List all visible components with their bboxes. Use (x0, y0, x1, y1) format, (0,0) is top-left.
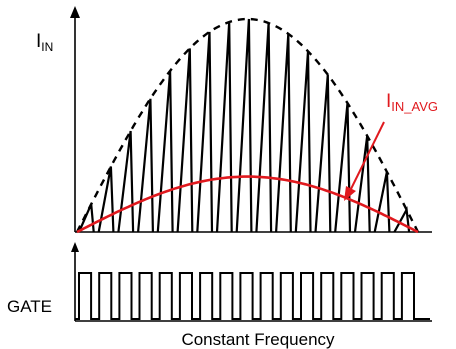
gate-waveform (75, 272, 430, 320)
iin-pulse (393, 206, 411, 233)
iin-avg-arrowhead-icon (344, 186, 356, 201)
gate-label: GATE (7, 297, 52, 316)
iin-pulse (334, 102, 352, 233)
iin-avg-arrow (348, 121, 385, 194)
iin-pulse (235, 18, 253, 233)
iin-envelope (75, 17, 420, 233)
iin-label: IIN (36, 31, 53, 54)
x-axis-label: Constant Frequency (181, 330, 335, 349)
gate-y-axis-arrow-icon (71, 242, 79, 252)
iin-pulse (137, 98, 154, 233)
iin-pulse (255, 22, 273, 233)
iin-avg-label: IIN_AVG (386, 91, 438, 114)
iin-pulse (275, 33, 292, 233)
iin-pulse (353, 135, 371, 233)
iin-pulse (97, 166, 115, 233)
iin-pulse (176, 48, 194, 233)
iin-pulse (117, 130, 135, 233)
iin-pulse (294, 51, 312, 233)
top-y-axis-arrow-icon (70, 6, 80, 18)
iin-pulses (77, 18, 411, 233)
iin-pulse (314, 74, 332, 233)
iin-pulse (196, 31, 214, 233)
iin-pulse (215, 21, 233, 233)
iin-pulse (156, 70, 174, 233)
iin-pulse (373, 171, 391, 233)
iin-avg-curve (76, 175, 419, 234)
